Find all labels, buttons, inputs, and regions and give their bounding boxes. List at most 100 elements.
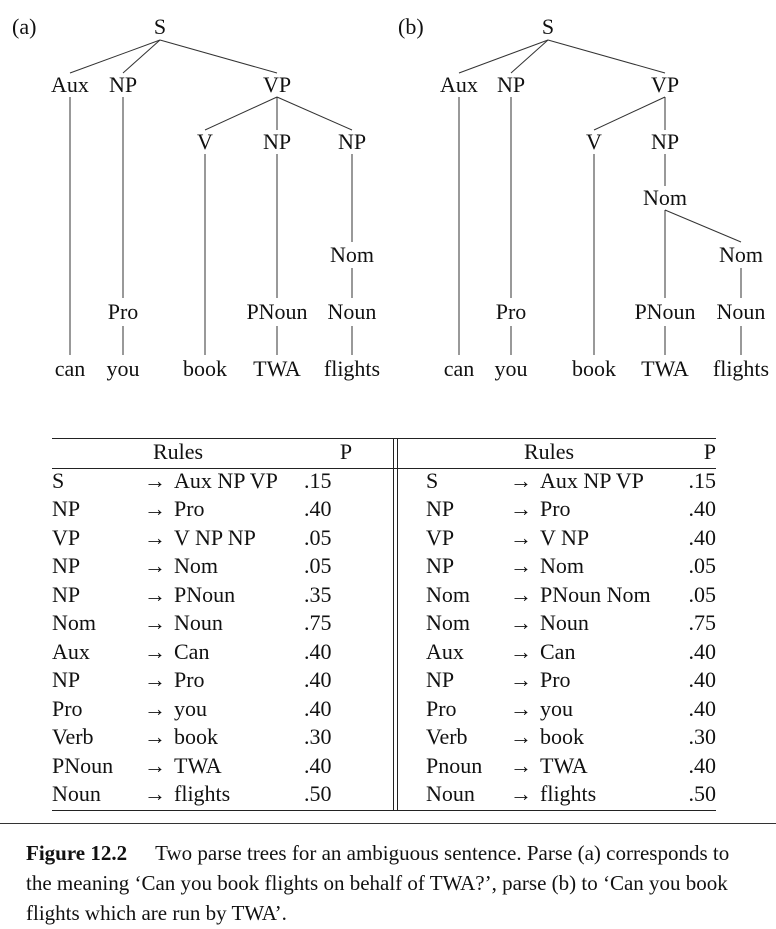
rule-lhs: VP bbox=[52, 524, 81, 550]
table-row: PNoun → TWA .40 bbox=[52, 752, 388, 781]
rule-lhs: NP bbox=[426, 553, 455, 578]
rule-rhs: Aux NP VP bbox=[174, 467, 278, 493]
rule-lhs: Nom bbox=[426, 610, 470, 635]
rules-header: Rules bbox=[523, 439, 575, 464]
rule-arrow: → bbox=[144, 610, 166, 635]
rule-arrow: → bbox=[510, 496, 532, 521]
node-s: S bbox=[154, 14, 166, 39]
rule-rhs: flights bbox=[174, 781, 231, 806]
rule-arrow: → bbox=[144, 467, 166, 493]
rule-probability: .40 bbox=[304, 695, 332, 721]
table-row: S → Aux NP VP .15 bbox=[52, 467, 388, 496]
rule-rhs: book bbox=[174, 724, 218, 749]
rule-rhs: PNoun Nom bbox=[540, 581, 651, 607]
rule-rhs: Aux NP VP bbox=[540, 467, 644, 493]
table-row: Pro → you .40 bbox=[426, 695, 716, 724]
rule-arrow: → bbox=[144, 553, 166, 578]
rule-rhs: PNoun bbox=[174, 581, 236, 607]
rule-probability: .05 bbox=[688, 581, 717, 607]
rule-probability: .05 bbox=[304, 524, 332, 550]
table-row: NP → Pro .40 bbox=[426, 495, 716, 524]
node-np: NP bbox=[338, 129, 366, 154]
table-divider bbox=[397, 438, 398, 810]
node-vp: VP bbox=[651, 72, 679, 97]
rule-arrow: → bbox=[510, 638, 532, 664]
rule-lhs: VP bbox=[426, 524, 455, 550]
rule-probability: .30 bbox=[688, 724, 717, 749]
rule-lhs: Aux bbox=[52, 638, 90, 664]
table-row: Verb → book .30 bbox=[52, 723, 388, 752]
table-row: Noun → flights .50 bbox=[52, 780, 388, 809]
rule-lhs: Noun bbox=[426, 781, 475, 806]
panel-a-label: (a) bbox=[12, 14, 37, 39]
rules-table-a: Rules P S → Aux NP VP .15 NP → Pro .40 VP → V NP N… bbox=[52, 438, 388, 809]
rule-lhs: NP bbox=[426, 667, 455, 692]
rule-probability: .30 bbox=[304, 724, 332, 749]
rule-probability: .75 bbox=[688, 610, 717, 635]
rule-arrow: → bbox=[510, 553, 532, 578]
table-row: Nom → Noun .75 bbox=[426, 609, 716, 638]
node-v: V bbox=[197, 129, 213, 154]
rule-rhs: flights bbox=[540, 781, 597, 806]
panel-b-label: (b) bbox=[398, 14, 424, 39]
rule-probability: .40 bbox=[688, 667, 717, 692]
node-np: NP bbox=[497, 72, 525, 97]
node-np: NP bbox=[263, 129, 291, 154]
table-row: NP → Nom .05 bbox=[426, 552, 716, 581]
rule-probability: .05 bbox=[688, 553, 717, 578]
rule-probability: .50 bbox=[688, 781, 717, 806]
rule-rhs: Nom bbox=[540, 553, 584, 578]
caption-text: Two parse trees for an ambiguous sentenc… bbox=[26, 841, 730, 925]
rule-arrow: → bbox=[144, 581, 166, 607]
prob-header: P bbox=[703, 439, 716, 464]
rules-table-b: Rules P S → Aux NP VP .15 NP → Pro .40 VP → V NP .4… bbox=[426, 438, 716, 809]
rule-probability: .15 bbox=[688, 467, 717, 493]
table-row: NP → Pro .40 bbox=[426, 666, 716, 695]
node-pro: Pro bbox=[496, 299, 527, 324]
table-row: Nom → Noun .75 bbox=[52, 609, 388, 638]
rule-probability: .05 bbox=[304, 553, 332, 578]
rule-lhs: Noun bbox=[52, 781, 101, 806]
table-row: S → Aux NP VP .15 bbox=[426, 467, 716, 496]
rule-arrow: → bbox=[510, 724, 532, 749]
table-row: VP → V NP .40 bbox=[426, 524, 716, 553]
node-noun: Noun bbox=[328, 299, 377, 324]
rule-arrow: → bbox=[510, 610, 532, 635]
rule-probability: .50 bbox=[304, 781, 332, 806]
rule-probability: .40 bbox=[304, 752, 332, 778]
rule-rhs: TWA bbox=[174, 752, 222, 778]
word-twa: TWA bbox=[641, 356, 689, 381]
node-v: V bbox=[586, 129, 602, 154]
rule-rhs: Pro bbox=[174, 667, 205, 692]
prob-header: P bbox=[339, 439, 353, 464]
rule-lhs: NP bbox=[52, 667, 81, 692]
node-nom: Nom bbox=[643, 185, 687, 210]
rule-arrow: → bbox=[144, 752, 166, 778]
rule-probability: .15 bbox=[304, 467, 332, 493]
rule-lhs: Verb bbox=[426, 724, 468, 749]
rule-probability: .40 bbox=[688, 752, 717, 778]
rule-rhs: V NP NP bbox=[174, 524, 256, 550]
word-can: can bbox=[444, 356, 475, 381]
rule-rhs: Noun bbox=[174, 610, 223, 635]
table-row: Nom → PNoun Nom .05 bbox=[426, 581, 716, 610]
rule-rhs: Can bbox=[540, 638, 576, 664]
rule-rhs: you bbox=[540, 695, 573, 721]
rule-probability: .40 bbox=[688, 695, 717, 721]
table-row: NP → Pro .40 bbox=[52, 666, 388, 695]
rule-lhs: Pnoun bbox=[426, 752, 483, 778]
rule-probability: .40 bbox=[304, 667, 332, 692]
table-row: Aux → Can .40 bbox=[426, 638, 716, 667]
node-aux: Aux bbox=[51, 72, 89, 97]
node-pnoun: PNoun bbox=[634, 299, 695, 324]
table-row: NP → Pro .40 bbox=[52, 495, 388, 524]
node-np: NP bbox=[109, 72, 137, 97]
rule-arrow: → bbox=[144, 724, 166, 749]
rule-arrow: → bbox=[510, 524, 532, 550]
rule-arrow: → bbox=[144, 638, 166, 664]
rule-probability: .75 bbox=[304, 610, 332, 635]
rule-lhs: PNoun bbox=[52, 752, 114, 778]
node-vp: VP bbox=[263, 72, 291, 97]
rule-rhs: Pro bbox=[540, 667, 571, 692]
word-you: you bbox=[107, 356, 140, 381]
